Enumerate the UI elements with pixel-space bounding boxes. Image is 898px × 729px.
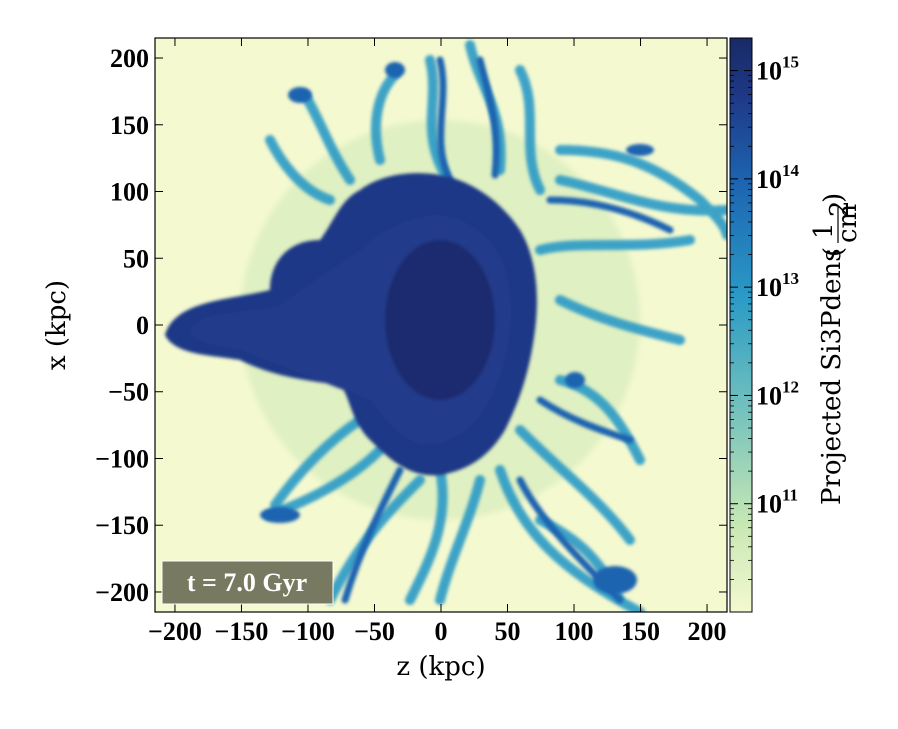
y-tick-label: −200 (95, 578, 149, 607)
x-tick-label: 50 (495, 617, 521, 646)
x-tick-label: 0 (435, 617, 448, 646)
colorbar (729, 37, 753, 613)
time-annotation-badge: t = 7.0 Gyr (161, 560, 334, 605)
svg-text:Projected Si3Pdens: Projected Si3Pdens (817, 248, 847, 505)
svg-text:): ) (819, 193, 849, 203)
y-tick-label: 200 (110, 44, 149, 73)
colorbar-label: Projected Si3Pdens ( 1 cm 2 ) (809, 193, 863, 505)
svg-text:2: 2 (825, 200, 855, 217)
colorbar-tick-label: 1013 (756, 269, 799, 302)
x-tick-label: 200 (688, 617, 727, 646)
y-axis-ticks: 200 150 100 50 0 −50 −100 −150 −200 (95, 44, 727, 607)
colorbar-tick-label: 1012 (756, 377, 799, 410)
x-tick-label: 100 (555, 617, 594, 646)
y-axis-label: x (kpc) (42, 280, 72, 370)
time-annotation-text: t = 7.0 Gyr (187, 568, 307, 597)
x-tick-label: −150 (215, 617, 269, 646)
svg-text:1: 1 (809, 222, 839, 239)
x-axis-label: z (kpc) (396, 652, 485, 682)
y-tick-label: 150 (110, 111, 149, 140)
x-axis-ticks: −200 −150 −100 −50 0 50 100 150 200 (148, 38, 727, 646)
svg-text:(: ( (819, 247, 849, 257)
x-tick-label: −50 (354, 617, 395, 646)
y-tick-label: 50 (123, 244, 149, 273)
x-tick-label: 150 (621, 617, 660, 646)
y-tick-label: 100 (110, 178, 149, 207)
colorbar-tick-label: 1015 (756, 53, 799, 86)
colorbar-tick-label: 1011 (756, 486, 798, 519)
dense-core (165, 173, 537, 476)
y-tick-label: −50 (108, 378, 149, 407)
x-tick-label: −100 (281, 617, 335, 646)
y-tick-label: −150 (95, 511, 149, 540)
svg-text:cm: cm (833, 204, 863, 243)
colorbar-tick-label: 1014 (756, 161, 800, 194)
heatmap-image (155, 38, 727, 612)
y-tick-label: 0 (136, 311, 149, 340)
y-tick-label: −100 (95, 444, 149, 473)
x-tick-label: −200 (148, 617, 202, 646)
